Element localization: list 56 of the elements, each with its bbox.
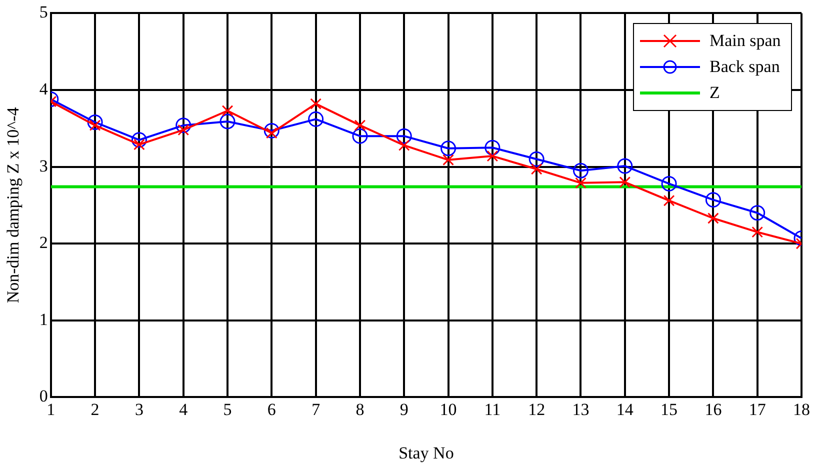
point [572, 162, 588, 178]
point [352, 128, 368, 144]
point [176, 118, 192, 134]
point [398, 140, 410, 151]
x-axis-title: Stay No [398, 443, 454, 462]
point [617, 158, 633, 174]
legend-label: Z [710, 82, 720, 104]
x-tick-label: 12 [528, 400, 546, 419]
x-tick-label: 10 [440, 400, 457, 419]
point [222, 105, 234, 116]
point [396, 128, 412, 144]
point [750, 205, 766, 221]
x-tick-label: 14 [616, 400, 634, 419]
x-tick-label: 4 [179, 400, 188, 419]
y-tick-label: 1 [39, 310, 48, 329]
point [707, 212, 719, 224]
point [131, 132, 147, 148]
point [264, 122, 280, 138]
y-axis-title: Non-dim damping Z x 10^-4 [4, 106, 23, 304]
point [220, 114, 236, 130]
x-tick-label: 6 [267, 400, 276, 419]
point [661, 176, 677, 192]
x-tick-label: 9 [400, 400, 408, 419]
y-tick-label: 5 [39, 2, 48, 22]
legend-label: Main span [710, 30, 781, 52]
x-tick-label: 2 [90, 400, 100, 419]
y-tick-label: 0 [39, 386, 48, 406]
point [530, 163, 542, 175]
point [663, 194, 675, 206]
point [575, 177, 586, 189]
legend-label: Back span [710, 56, 780, 78]
y-tick-label: 3 [39, 156, 48, 176]
point [705, 192, 721, 208]
x-tick-label: 8 [356, 400, 364, 419]
point [442, 154, 454, 166]
point [310, 98, 322, 110]
x-tick-label: 15 [660, 400, 678, 419]
point [354, 120, 366, 132]
point [440, 140, 456, 156]
y-tick-label: 2 [39, 233, 48, 252]
x-tick-label: 5 [223, 400, 232, 419]
x-tick-label: 3 [134, 400, 144, 419]
y-tick-label: 4 [39, 79, 48, 98]
point [528, 151, 544, 167]
x-tick-label: 11 [484, 400, 501, 419]
point [486, 150, 498, 162]
x-tick-label: 7 [312, 400, 321, 419]
x-tick-label: 17 [748, 400, 766, 419]
x-tick-label: 16 [704, 400, 722, 419]
point [308, 111, 324, 127]
point [619, 176, 631, 188]
point [752, 226, 764, 238]
point [87, 114, 103, 130]
point [484, 140, 500, 156]
x-tick-label: 13 [572, 400, 590, 419]
x-tick-label: 18 [793, 400, 810, 419]
